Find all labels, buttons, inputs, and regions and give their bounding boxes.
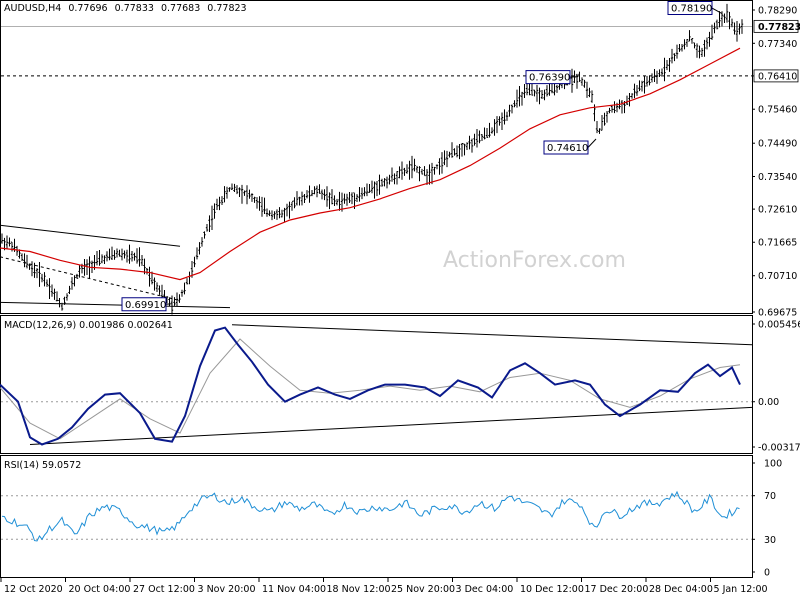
rsi-tick-label: 70 (764, 491, 776, 502)
time-label: 3 Dec 04:00 (456, 584, 514, 595)
annotation-label: 0.76390 (529, 73, 570, 84)
macd-panel-frame (0, 315, 753, 454)
ohlc-close: 0.77823 (207, 3, 246, 14)
macd-tick-label: 0.005456 (758, 320, 800, 331)
time-label: 27 Oct 12:00 (133, 584, 195, 595)
price-tick-label: 0.78290 (758, 6, 797, 17)
time-label: 12 Oct 2020 (4, 584, 63, 595)
current-price-label: 0.77823 (758, 22, 800, 33)
macd-header: MACD(12,26,9) 0.001986 0.002641 (4, 320, 173, 331)
time-label: 17 Dec 20:00 (585, 584, 649, 595)
rsi-axis: 100 70 30 0 (752, 459, 782, 579)
time-label: 25 Nov 20:00 (391, 584, 455, 595)
price-series-group (0, 3, 744, 315)
moving-average-line (0, 47, 741, 281)
annotation-label: 0.78190 (671, 4, 712, 15)
level-tag-label: 0.76410 (758, 71, 797, 82)
macd-series-group (0, 326, 741, 446)
time-label: 10 Dec 12:00 (520, 584, 584, 595)
price-trendline (0, 256, 181, 302)
price-tick-label: 0.71665 (758, 238, 797, 249)
ohlc-high: 0.77833 (115, 3, 154, 14)
rsi-panel-lines (1, 495, 752, 540)
macd-tick-label: 0.00 (758, 397, 779, 408)
price-tick-label: 0.74490 (758, 139, 797, 150)
rsi-header: RSI(14) 59.0572 (4, 460, 81, 471)
annotation-box (525, 70, 571, 85)
macd-line (0, 326, 741, 446)
annotation-leader (587, 138, 597, 148)
price-tick-label: 0.70710 (758, 271, 797, 282)
price-axis: 0.78290 0.77340 0.76410 0.75460 0.74490 0.735… (752, 6, 800, 319)
time-label: 18 Nov 12:00 (327, 584, 391, 595)
annotation-leader (569, 76, 579, 78)
time-label: 20 Oct 04:00 (69, 584, 131, 595)
price-tick-label: 0.72610 (758, 205, 797, 216)
rsi-series-group (1, 490, 740, 542)
price-tick-label: 0.75460 (758, 105, 797, 116)
price-panel-frame (0, 0, 753, 314)
rsi-panel-frame (0, 455, 753, 578)
macd-trendline (231, 324, 753, 346)
symbol-header: AUDUSD,H4 0.77696 0.77833 0.77683 0.7782… (4, 3, 247, 14)
current-price-tag (753, 19, 799, 33)
symbol-title: AUDUSD,H4 (4, 3, 61, 14)
ohlc-low: 0.77683 (161, 3, 200, 14)
rsi-line (1, 490, 740, 542)
price-panel-lines (1, 25, 752, 77)
macd-panel-lines (1, 324, 753, 445)
time-label: 28 Dec 04:00 (649, 584, 713, 595)
price-trendline (0, 301, 231, 309)
annotation-label: 0.69910 (125, 300, 166, 311)
watermark: ActionForex.com (443, 248, 626, 273)
macd-tick-label: -0.003178 (758, 443, 800, 454)
time-label: 5 Jan 12:00 (714, 584, 768, 595)
level-tag (753, 69, 799, 83)
macd-trendline (29, 406, 753, 445)
time-label: 3 Nov 20:00 (198, 584, 256, 595)
rsi-tick-label: 100 (764, 459, 782, 470)
time-axis: 12 Oct 2020 20 Oct 04:00 27 Oct 12:00 3 Nov… (0, 578, 768, 595)
price-tick-label: 0.73540 (758, 172, 797, 183)
rsi-tick-label: 0 (764, 568, 770, 579)
price-annotations: 0.78190 0.76390 0.74610 0.69910 (121, 1, 723, 312)
annotation-box (667, 1, 713, 16)
price-tick-label: 0.69675 (758, 308, 797, 319)
time-label: 11 Nov 04:00 (262, 584, 326, 595)
annotation-leader (165, 303, 173, 305)
sma-series-group (0, 47, 741, 281)
annotation-box (121, 297, 167, 312)
price-trendline (0, 224, 181, 247)
annotation-box (543, 140, 589, 155)
annotation-label: 0.74610 (547, 143, 588, 154)
price-trendlines (0, 224, 231, 309)
rsi-tick-label: 30 (764, 535, 776, 546)
ohlc-open: 0.77696 (68, 3, 107, 14)
price-tick-label: 0.77340 (758, 39, 797, 50)
annotation-leader (711, 7, 723, 14)
macd-axis: 0.005456 0.00 -0.003178 (752, 320, 800, 454)
